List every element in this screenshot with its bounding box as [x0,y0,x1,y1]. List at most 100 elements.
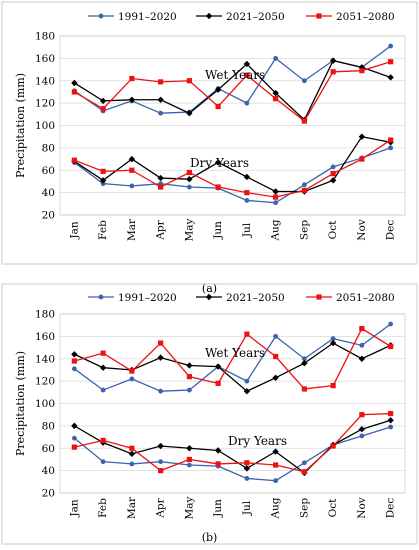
data-point [71,79,78,87]
x-tick-label: Feb [97,220,109,240]
annotation-dry-years: Dry Years [190,156,249,170]
data-point [272,188,279,195]
data-point [359,342,365,348]
y-tick-label: 120 [35,376,55,388]
data-point [128,155,136,163]
data-point [186,176,193,183]
x-tick-label: Jun [212,499,224,518]
data-point [158,110,164,116]
legend-marker [316,294,322,300]
data-point [158,388,164,394]
y-tick-label: 80 [42,142,55,154]
x-tick-label: Jul [241,500,253,516]
y-tick-label: 140 [35,75,55,87]
data-point [330,171,336,177]
data-point [358,355,366,362]
data-point [100,437,106,444]
data-point [158,184,164,190]
data-point [388,59,394,65]
data-point [99,177,107,184]
annotation-dry-years: Dry Years [228,434,287,448]
data-point [158,468,164,474]
data-point [71,89,77,95]
annotation-wet-years: Wet Years [205,346,265,360]
x-tick-label: Aug [270,497,282,519]
legend: 1991–2020 2021–2050 2051–2080 [88,292,395,304]
data-point [71,351,78,358]
data-point [359,68,365,74]
data-point [272,448,279,455]
data-point [301,118,307,124]
x-tick-label: Dec [385,498,397,519]
x-tick-label: May [183,496,195,519]
data-point [330,336,336,342]
data-point [329,57,337,64]
data-point [244,460,250,466]
data-point [100,181,106,187]
y-tick-label: 100 [35,120,55,132]
data-point [273,194,279,200]
data-point [273,333,279,339]
legend-marker [316,13,322,19]
panel-frame [1,1,418,265]
legend-label: 2021–2050 [226,292,285,304]
data-point [330,164,336,170]
panel-frame [1,283,418,545]
data-point [301,182,307,188]
annotation-wet-years: Wet Years [205,68,265,82]
data-point [129,368,135,374]
y-tick-label: 100 [35,398,55,410]
data-point [215,184,221,190]
data-point [157,174,164,182]
data-point [129,445,135,451]
series-line-dry-2021–2050 [74,419,391,474]
series-line-wet-1991–2020 [73,323,392,392]
data-point [71,444,77,450]
data-point [158,79,164,85]
x-tick-label: Apr [155,497,167,518]
data-point [215,380,221,386]
data-point [387,417,394,424]
data-point [359,433,365,439]
legend-marker [205,12,213,20]
legend-label: 2021–2050 [226,11,285,23]
data-point [301,78,307,84]
y-tick-label: 40 [42,465,55,477]
y-axis-label: Precipitation (mm) [14,73,27,178]
data-point [359,325,365,332]
x-tick-label: Jan [68,499,80,517]
y-tick-label: 40 [42,187,55,199]
data-point [129,75,135,82]
data-point [244,72,250,78]
panel-b: 20 40 60 80 100 120 140 160 180 Jan Feb Mar Apr May Ju… [1,283,418,545]
data-point [158,340,164,346]
data-point [243,387,251,395]
data-point [272,89,279,97]
data-point [158,459,164,465]
y-tick-label: 160 [35,53,55,65]
data-point [358,64,366,71]
y-tick-label: 60 [42,443,55,455]
y-tick-label: 180 [35,309,55,321]
data-point [157,354,164,361]
data-point [301,469,307,475]
data-point [186,362,193,369]
x-tick-label: Dec [385,220,397,241]
legend-label: 2051–2080 [336,292,395,304]
panel-label: (a) [202,282,217,295]
data-point [244,100,250,106]
data-point [272,374,279,381]
data-point [214,447,222,454]
data-point [301,356,307,362]
data-point [244,476,250,481]
data-point [388,321,394,327]
legend-marker [98,294,104,300]
x-tick-label: Oct [327,220,339,239]
plot-area [59,313,406,494]
series-line-wet-2051–2080 [74,327,391,390]
data-point [244,331,250,337]
x-tick-label: Oct [327,498,339,517]
x-tick-label: Mar [126,218,138,241]
data-point [157,442,164,450]
